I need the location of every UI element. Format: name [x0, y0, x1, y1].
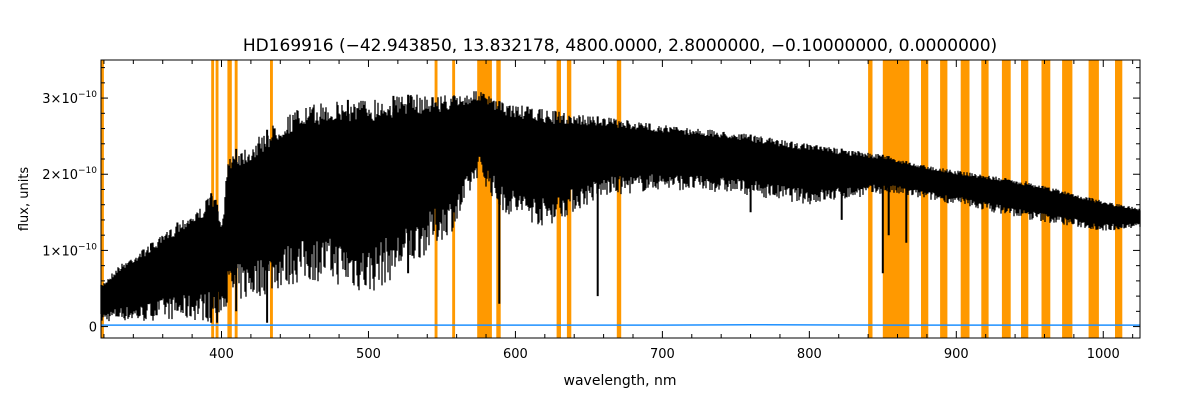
mask-band — [1115, 60, 1123, 338]
flux-series — [100, 91, 1141, 323]
x-tick-label: 400 — [209, 347, 234, 362]
x-tick-label: 1000 — [1087, 347, 1120, 362]
x-tick-label: 700 — [650, 347, 675, 362]
x-tick-label: 800 — [797, 347, 822, 362]
x-tick-label: 900 — [944, 347, 969, 362]
y-tick-label: 0 — [89, 321, 97, 336]
mask-band — [868, 60, 873, 338]
y-axis-label: flux, units — [17, 167, 32, 232]
mask-band — [882, 60, 910, 338]
mask-band — [921, 60, 929, 338]
mask-band — [1088, 60, 1099, 338]
x-axis: 400 500 600 700 800 900 1000 — [103, 60, 1134, 362]
x-tick-label: 500 — [356, 347, 381, 362]
x-tick-label: 600 — [503, 347, 528, 362]
plot-frame — [100, 59, 1141, 339]
x-axis-label: wavelength, nm — [564, 373, 677, 389]
chart-title: HD169916 (−42.943850, 13.832178, 4800.00… — [243, 36, 997, 56]
mask-band — [556, 60, 561, 338]
mask-band — [616, 60, 622, 338]
y-axis: 01×10−102×10−103×10−10 — [42, 67, 1140, 336]
mask-band — [101, 60, 104, 338]
mask-band — [215, 60, 219, 338]
